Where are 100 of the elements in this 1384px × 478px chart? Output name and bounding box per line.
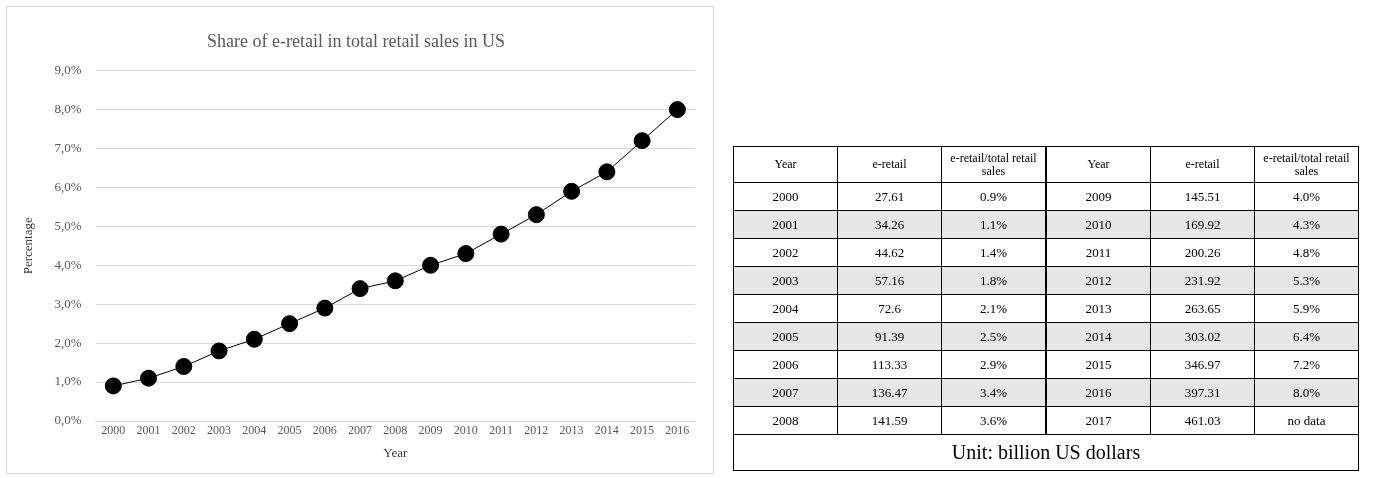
data-label: 4.8% xyxy=(1254,238,1359,267)
x-tick-label: 2010 xyxy=(453,423,478,438)
data-label: 27.61 xyxy=(837,182,942,211)
point xyxy=(457,245,475,263)
point xyxy=(281,315,299,333)
x-tick-label: 2006 xyxy=(312,423,337,438)
text: no data xyxy=(1287,412,1326,428)
data-label: 169.92 xyxy=(1150,210,1255,239)
y-tick-label: 2016 xyxy=(1046,378,1151,407)
data-label: 1.4% xyxy=(941,238,1046,267)
point xyxy=(492,225,510,243)
data-label: 136.47 xyxy=(837,378,942,407)
y-axis-title: Year xyxy=(1046,146,1151,183)
data-label: 200.26 xyxy=(1150,238,1255,267)
data-label: 3.6% xyxy=(941,406,1046,435)
data-label: 303.02 xyxy=(1150,322,1255,351)
x-tick-label: 2002 xyxy=(171,423,196,438)
y-tick-label: 2001 xyxy=(733,210,838,239)
x-tick-label: 2005 xyxy=(277,423,302,438)
y-tick-label: 7,0% xyxy=(54,139,82,155)
point xyxy=(598,163,616,181)
point xyxy=(175,357,193,375)
data-label: 3.4% xyxy=(941,378,1046,407)
point xyxy=(386,272,404,290)
x-tick-label: 2007 xyxy=(348,423,373,438)
x-tick-label: 2014 xyxy=(594,423,619,438)
data-label: 6.4% xyxy=(1254,322,1359,351)
x-tick-label: 2012 xyxy=(524,423,549,438)
x-tick-label: 2015 xyxy=(630,423,655,438)
data-label: 1.8% xyxy=(941,266,1046,295)
y-tick-label: 2010 xyxy=(1046,210,1151,239)
x-tick-label: e-retail xyxy=(1150,146,1255,183)
point xyxy=(104,377,122,395)
point xyxy=(422,256,440,274)
point xyxy=(316,299,334,317)
data-label: 141.59 xyxy=(837,406,942,435)
data-label: 34.26 xyxy=(837,210,942,239)
data-label: 4.3% xyxy=(1254,210,1359,239)
y-tick-label: 2017 xyxy=(1046,406,1151,435)
y-tick-label: 2013 xyxy=(1046,294,1151,323)
x-tick-label: 2009 xyxy=(418,423,443,438)
y-tick-label: 0,0% xyxy=(54,412,82,428)
y-tick-label: 2006 xyxy=(733,350,838,379)
y-axis-title: Percentage xyxy=(20,217,36,275)
data-label: 113.33 xyxy=(837,350,942,379)
data-label: 145.51 xyxy=(1150,182,1255,211)
chart-title: Share of e-retail in total retail sales in US xyxy=(207,30,505,51)
x-axis-title: Year xyxy=(383,444,408,460)
point xyxy=(668,101,686,119)
y-tick-label: 2000 xyxy=(733,182,838,211)
y-tick-label: 4,0% xyxy=(54,256,82,272)
y-tick-label: 3,0% xyxy=(54,295,82,311)
data-label: 5.3% xyxy=(1254,266,1359,295)
data-label: 57.16 xyxy=(837,266,942,295)
x-tick-label: e-retail/total retail sales xyxy=(1254,146,1359,183)
x-tick-label: 2008 xyxy=(383,423,408,438)
y-tick-label: 2,0% xyxy=(54,334,82,350)
data-label: 2.9% xyxy=(941,350,1046,379)
y-tick-label: 2012 xyxy=(1046,266,1151,295)
y-tick-label: 2004 xyxy=(733,294,838,323)
text: Unit: billion US dollars xyxy=(733,434,1359,471)
data-label: 91.39 xyxy=(837,322,942,351)
x-tick-label: 2004 xyxy=(242,423,267,438)
data-label: 8.0% xyxy=(1254,378,1359,407)
x-tick-label: 2011 xyxy=(489,423,513,438)
y-tick-label: 2014 xyxy=(1046,322,1151,351)
data-label: 72.6 xyxy=(837,294,942,323)
data-label: 2.5% xyxy=(941,322,1046,351)
y-tick-label: 2003 xyxy=(733,266,838,295)
point xyxy=(210,342,228,360)
y-tick-label: 2009 xyxy=(1046,182,1151,211)
y-tick-label: 8,0% xyxy=(54,100,82,116)
data-label: 5.9% xyxy=(1254,294,1359,323)
data-label: 4.0% xyxy=(1254,182,1359,211)
x-tick-label: 2000 xyxy=(101,423,126,438)
data-label: 44.62 xyxy=(837,238,942,267)
point xyxy=(527,206,545,224)
y-tick-label: 2002 xyxy=(733,238,838,267)
y-tick-label: 9,0% xyxy=(54,62,82,78)
data-label: 397.31 xyxy=(1150,378,1255,407)
x-tick-label: 2016 xyxy=(665,423,690,438)
data-label: 346.97 xyxy=(1150,350,1255,379)
data-label: 2.1% xyxy=(941,294,1046,323)
x-tick-label: 2001 xyxy=(136,423,161,438)
data-label: 0.9% xyxy=(941,182,1046,211)
point xyxy=(245,330,263,348)
data-label: 1.1% xyxy=(941,210,1046,239)
y-tick-label: 2011 xyxy=(1046,238,1151,267)
y-tick-label: 1,0% xyxy=(54,373,82,389)
x-tick-label: 2013 xyxy=(559,423,584,438)
y-tick-label: 2015 xyxy=(1046,350,1151,379)
point xyxy=(633,132,651,150)
y-axis-title: Year xyxy=(733,146,838,183)
point xyxy=(563,182,581,200)
y-tick-label: 6,0% xyxy=(54,178,82,194)
y-tick-label: 2007 xyxy=(733,378,838,407)
data-label: 263.65 xyxy=(1150,294,1255,323)
point xyxy=(140,369,158,387)
data-label: 231.92 xyxy=(1150,266,1255,295)
point xyxy=(351,280,369,298)
